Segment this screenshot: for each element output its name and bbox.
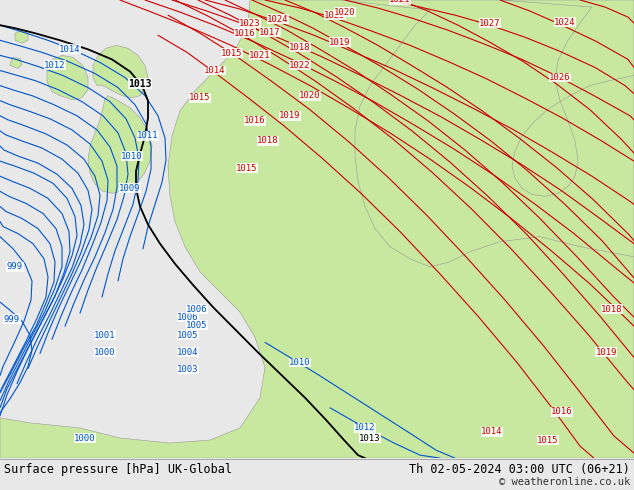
Text: 1010: 1010 — [289, 358, 311, 367]
Text: 999: 999 — [7, 262, 23, 271]
Text: 1020: 1020 — [299, 91, 321, 100]
Text: 1024: 1024 — [268, 15, 288, 24]
Text: 1013: 1013 — [128, 78, 152, 89]
Text: 1024: 1024 — [554, 18, 576, 26]
Text: 1005: 1005 — [186, 321, 208, 330]
Text: 1014: 1014 — [59, 45, 81, 54]
Text: 1000: 1000 — [94, 348, 116, 357]
Polygon shape — [500, 0, 634, 196]
Polygon shape — [10, 57, 22, 69]
Text: 1026: 1026 — [549, 73, 571, 82]
Polygon shape — [0, 0, 634, 458]
Polygon shape — [47, 55, 88, 99]
Text: 1001: 1001 — [94, 331, 116, 340]
Text: 1015: 1015 — [221, 49, 243, 58]
Text: 1015: 1015 — [190, 93, 210, 102]
Text: 1013: 1013 — [359, 434, 381, 442]
Text: 1016: 1016 — [244, 116, 266, 125]
Text: 1012: 1012 — [354, 423, 376, 433]
Text: 1015: 1015 — [537, 436, 559, 444]
Text: 1016: 1016 — [234, 29, 256, 38]
Text: 1012: 1012 — [44, 61, 66, 70]
Text: 1016: 1016 — [551, 407, 573, 416]
Text: 1019: 1019 — [595, 348, 617, 357]
Polygon shape — [93, 45, 148, 98]
Text: 1010: 1010 — [121, 151, 143, 161]
Text: 1006: 1006 — [186, 305, 208, 314]
Text: 1014: 1014 — [204, 66, 226, 75]
Text: 1018: 1018 — [257, 137, 279, 146]
Text: 1022: 1022 — [289, 61, 311, 70]
Text: 1021: 1021 — [389, 0, 411, 4]
Text: 1027: 1027 — [479, 19, 501, 27]
Text: 1000: 1000 — [74, 434, 96, 442]
Text: 1019: 1019 — [329, 38, 351, 47]
Text: 1014: 1014 — [481, 427, 503, 437]
Text: 1005: 1005 — [178, 331, 198, 340]
Text: Th 02-05-2024 03:00 UTC (06+21): Th 02-05-2024 03:00 UTC (06+21) — [409, 463, 630, 476]
Text: 1017: 1017 — [259, 28, 281, 37]
Text: 1025: 1025 — [324, 11, 346, 20]
Text: 1023: 1023 — [239, 19, 261, 27]
Text: 1018: 1018 — [289, 43, 311, 52]
Text: 1015: 1015 — [236, 164, 258, 172]
Polygon shape — [15, 30, 28, 43]
Text: 1020: 1020 — [334, 7, 356, 17]
Text: 1019: 1019 — [279, 111, 301, 121]
Text: 1006: 1006 — [178, 313, 198, 321]
Text: © weatheronline.co.uk: © weatheronline.co.uk — [499, 477, 630, 487]
Text: 1011: 1011 — [137, 131, 158, 141]
Text: 999: 999 — [4, 315, 20, 324]
Text: 1018: 1018 — [601, 305, 623, 314]
Text: 1009: 1009 — [119, 184, 141, 193]
Polygon shape — [88, 96, 152, 194]
Text: 1004: 1004 — [178, 348, 198, 357]
Text: 1003: 1003 — [178, 365, 198, 374]
Text: 1021: 1021 — [249, 51, 271, 60]
Polygon shape — [340, 0, 634, 267]
Text: Surface pressure [hPa] UK-Global: Surface pressure [hPa] UK-Global — [4, 463, 232, 476]
